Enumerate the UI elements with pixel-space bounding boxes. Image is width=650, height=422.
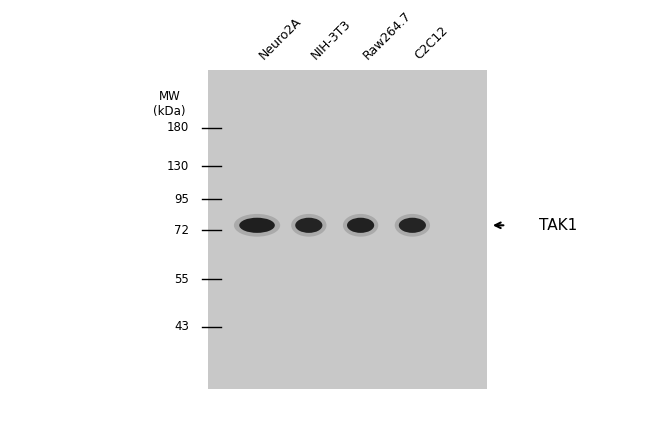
Text: 55: 55 [174, 273, 189, 286]
Text: 180: 180 [167, 121, 189, 134]
Text: Raw264.7: Raw264.7 [361, 9, 413, 62]
Ellipse shape [291, 214, 326, 237]
Text: Neuro2A: Neuro2A [257, 15, 304, 62]
Ellipse shape [239, 218, 275, 233]
Ellipse shape [234, 214, 280, 237]
Text: MW
(kDa): MW (kDa) [153, 90, 186, 118]
Ellipse shape [343, 214, 378, 237]
Ellipse shape [399, 218, 426, 233]
Ellipse shape [395, 214, 430, 237]
Text: TAK1: TAK1 [539, 218, 577, 233]
Text: 43: 43 [174, 320, 189, 333]
Text: 72: 72 [174, 224, 189, 237]
Text: NIH-3T3: NIH-3T3 [309, 17, 354, 62]
Text: C2C12: C2C12 [412, 24, 450, 62]
Ellipse shape [295, 218, 322, 233]
FancyBboxPatch shape [209, 70, 487, 389]
Ellipse shape [347, 218, 374, 233]
Text: 130: 130 [167, 160, 189, 173]
Text: 95: 95 [174, 193, 189, 206]
